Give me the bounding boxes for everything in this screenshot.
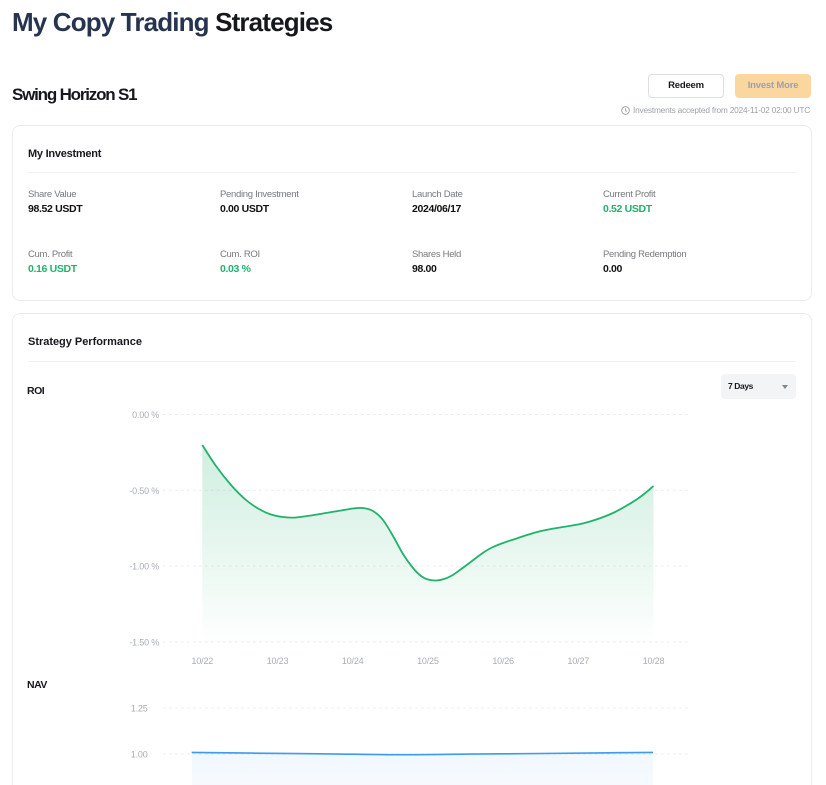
- svg-text:0.00 %: 0.00 %: [132, 410, 159, 420]
- svg-text:10/24: 10/24: [342, 656, 364, 666]
- svg-text:10/25: 10/25: [417, 656, 439, 666]
- svg-text:10/26: 10/26: [492, 656, 514, 666]
- svg-text:-0.50 %: -0.50 %: [129, 486, 159, 496]
- svg-text:10/23: 10/23: [267, 656, 289, 666]
- svg-text:10/27: 10/27: [568, 656, 590, 666]
- svg-text:1.25: 1.25: [131, 704, 148, 714]
- svg-text:1.00: 1.00: [131, 750, 148, 760]
- svg-text:10/22: 10/22: [192, 656, 214, 666]
- svg-text:-1.50 %: -1.50 %: [129, 637, 159, 647]
- svg-text:10/28: 10/28: [643, 656, 665, 666]
- svg-text:-1.00 %: -1.00 %: [129, 562, 159, 572]
